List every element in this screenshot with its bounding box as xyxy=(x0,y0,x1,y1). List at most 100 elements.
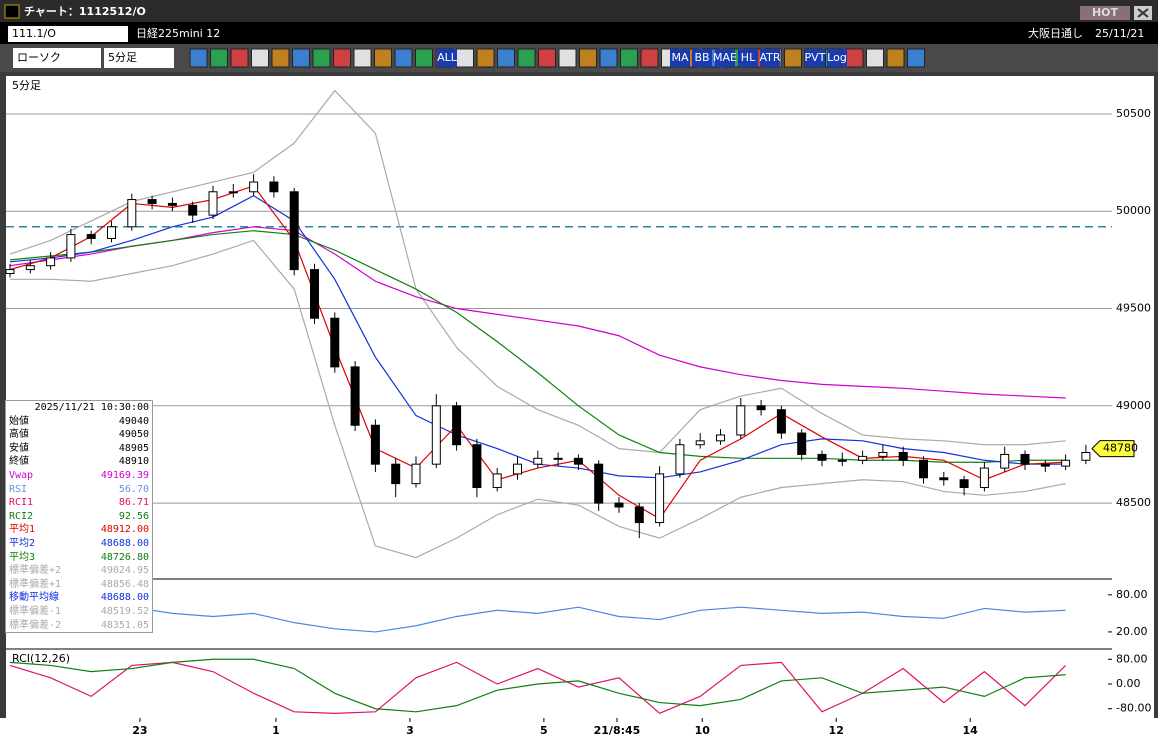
info-label: 平均1 xyxy=(9,524,36,536)
candle-body xyxy=(1081,452,1091,461)
candle-body xyxy=(330,317,340,368)
candle-body xyxy=(5,269,15,274)
candle-body xyxy=(1020,453,1030,465)
candle-body xyxy=(370,424,380,465)
interval: 5分足 xyxy=(108,51,137,64)
toolbar-button[interactable] xyxy=(640,48,659,68)
toolbar-button[interactable] xyxy=(558,48,577,68)
info-row: 始値 49040 xyxy=(6,415,152,429)
toolbar-button-label: HL xyxy=(741,51,756,64)
toolbar-button[interactable] xyxy=(456,48,474,68)
info-value: 48688.00 xyxy=(100,592,149,604)
y-tick-label: 49000 xyxy=(1116,399,1151,412)
toolbar-button[interactable] xyxy=(312,48,331,68)
toolbar-button[interactable] xyxy=(374,48,392,68)
toolbar-button[interactable] xyxy=(866,48,884,68)
info-value: 49169.39 xyxy=(100,469,149,481)
info-label: 平均2 xyxy=(9,537,36,549)
x-tick-label: 1 xyxy=(272,724,280,737)
candle-body xyxy=(655,473,665,524)
info-row: 標準偏差+2 49024.95 xyxy=(6,564,152,578)
toolbar-button[interactable] xyxy=(251,48,269,68)
toolbar-button[interactable] xyxy=(210,48,228,68)
toolbar-button[interactable] xyxy=(805,49,825,67)
candle-body xyxy=(776,409,786,434)
toolbar-button[interactable] xyxy=(715,49,735,67)
info-label: RCI2 xyxy=(9,510,34,522)
toolbar-button[interactable] xyxy=(599,48,618,68)
symbol-combo[interactable] xyxy=(8,26,128,42)
toolbar-button[interactable] xyxy=(579,48,597,68)
info-label: 標準偏差-1 xyxy=(9,605,62,617)
toolbar-button[interactable] xyxy=(353,48,372,68)
candle-body xyxy=(695,440,705,446)
info-label: 標準偏差+1 xyxy=(9,578,62,590)
toolbar-button[interactable] xyxy=(497,48,515,68)
chart-type-combo[interactable] xyxy=(13,48,101,68)
candle-body xyxy=(979,467,989,489)
candle-body xyxy=(147,199,157,204)
x-tick-label: 21/8:45 xyxy=(594,724,641,737)
x-tick-label: 14 xyxy=(963,724,979,737)
x-tick-label: 23 xyxy=(132,724,147,737)
candle-body xyxy=(107,226,116,239)
candle-body xyxy=(25,265,35,271)
info-row: RCI1 86.71 xyxy=(6,496,152,510)
info-label: 標準偏差-2 xyxy=(9,619,62,631)
timestamp: 2025/11/21 10:30:00 xyxy=(34,402,149,413)
info-label: 始値 xyxy=(9,415,29,427)
toolbar-button[interactable] xyxy=(886,48,905,68)
toolbar-button[interactable] xyxy=(271,48,290,68)
toolbar-button[interactable] xyxy=(907,48,925,68)
info-label: 移動平均線 xyxy=(9,592,59,604)
indicator-line xyxy=(9,658,1066,713)
candle-body xyxy=(208,191,218,216)
info-label: 高値 xyxy=(9,429,29,441)
toolbar-button[interactable] xyxy=(394,48,413,68)
candle-body xyxy=(898,452,908,461)
interval-combo[interactable] xyxy=(104,48,174,68)
info-label: RSI xyxy=(9,483,28,495)
toolbar-button[interactable] xyxy=(517,48,536,68)
candle-body xyxy=(86,234,96,239)
y-tick-label: 49500 xyxy=(1116,302,1151,315)
info-row: 高値 49050 xyxy=(6,428,152,442)
toolbar-button[interactable] xyxy=(538,48,556,68)
toolbar-button[interactable] xyxy=(670,49,690,67)
candle-body xyxy=(817,453,827,461)
candle-body xyxy=(46,257,56,267)
y-tick-label: 48500 xyxy=(1116,496,1151,509)
info-label: 安値 xyxy=(9,442,29,454)
info-value: 49040 xyxy=(118,415,149,427)
hot-button[interactable] xyxy=(1080,6,1130,20)
candle-body xyxy=(837,459,847,462)
toolbar-button[interactable] xyxy=(845,48,864,68)
candle-body xyxy=(1061,459,1071,467)
candle-body xyxy=(858,455,868,461)
candle-body xyxy=(614,502,624,508)
hot-label[interactable]: HOT xyxy=(1092,6,1119,19)
info-row: RCI2 92.56 xyxy=(6,510,152,524)
info-label: 平均3 xyxy=(9,551,36,563)
toolbar-button[interactable] xyxy=(784,48,802,68)
candle-body xyxy=(127,199,137,228)
info-value: 48351.05 xyxy=(100,619,149,631)
toolbar-button[interactable] xyxy=(292,48,310,68)
toolbar-button[interactable] xyxy=(415,48,433,68)
toolbar-button[interactable] xyxy=(692,49,712,67)
symbol: 111.1/O xyxy=(12,27,56,40)
chart-type: ローソク xyxy=(17,51,61,64)
toolbar-button[interactable] xyxy=(620,48,638,68)
toolbar-button[interactable] xyxy=(333,48,351,68)
toolbar-button-label: MAE xyxy=(713,51,737,64)
toolbar-button[interactable] xyxy=(230,48,249,68)
toolbar-button[interactable] xyxy=(189,48,208,68)
toolbar-button[interactable] xyxy=(827,49,847,67)
info-row: 標準偏差-2 48351.05 xyxy=(6,619,152,633)
toolbar-button[interactable] xyxy=(476,48,495,68)
indicator-line xyxy=(9,661,1067,715)
toolbar-button[interactable] xyxy=(738,49,758,67)
toolbar-button[interactable] xyxy=(760,49,780,67)
market: 大阪日通し xyxy=(1028,26,1083,40)
toolbar-button[interactable] xyxy=(437,49,457,67)
